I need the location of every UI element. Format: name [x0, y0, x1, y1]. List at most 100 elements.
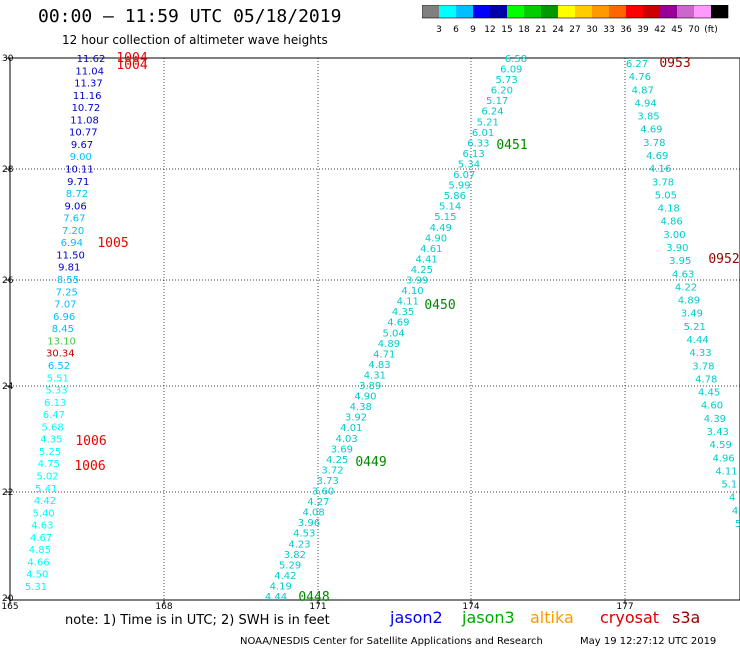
satellite-jason3-label: jason3	[462, 608, 515, 627]
colorbar-label: 70	[688, 25, 700, 35]
swh-value-west-track: 10.77	[69, 128, 98, 139]
swh-value-central-track: 5.17	[486, 96, 508, 107]
swh-value-west-track: 10.72	[72, 103, 101, 114]
swh-value-central-track: 5.99	[448, 181, 470, 192]
swh-value-east-track: 4.16	[649, 164, 671, 175]
colorbar-swatch	[490, 5, 507, 18]
swh-value-east-track: 3.95	[669, 256, 691, 267]
swh-value-east-track: 4	[732, 506, 738, 517]
swh-value-central-track: 4.25	[326, 455, 348, 466]
colorbar-label: 27	[569, 25, 580, 35]
swh-value-west-track: 6.52	[48, 361, 70, 372]
swh-value-central-track: 4.19	[270, 581, 292, 592]
colorbar-label: (ft)	[704, 25, 718, 35]
swh-value-west-track: 4.63	[31, 521, 53, 532]
swh-value-central-track: 6.13	[463, 149, 485, 160]
pass-time-label: 0451	[496, 138, 527, 153]
swh-value-west-track: 8.55	[57, 275, 79, 286]
colorbar-swatch	[524, 5, 541, 18]
swh-value-west-track: 11.37	[74, 79, 103, 90]
longitude-tick-label: 174	[462, 602, 479, 610]
swh-value-west-track: 5.02	[36, 471, 58, 482]
swh-value-central-track: 5.21	[477, 117, 499, 128]
swh-value-central-track: 4.23	[288, 539, 310, 550]
swh-value-east-track: 3.43	[707, 427, 729, 438]
swh-value-central-track: 6.20	[491, 86, 513, 97]
swh-value-west-track: 4.42	[34, 496, 56, 507]
swh-value-central-track: 3.72	[321, 465, 343, 476]
swh-value-east-track: 4.44	[686, 335, 708, 346]
swh-value-east-track: 4.96	[712, 453, 734, 464]
swh-value-west-track: 4.66	[27, 557, 49, 568]
swh-value-central-track: 4.89	[378, 339, 400, 350]
swh-value-east-track: 3.90	[666, 243, 688, 254]
swh-value-west-track: 10.11	[65, 165, 94, 176]
colorbar-label: 45	[671, 25, 682, 35]
colorbar-swatch	[626, 5, 643, 18]
colorbar-swatch	[643, 5, 660, 18]
longitude-tick-label: 168	[155, 602, 172, 610]
satellite-altika-label: altika	[530, 608, 574, 627]
swh-value-central-track: 5.14	[439, 202, 461, 213]
swh-value-central-track: 6.07	[453, 170, 475, 181]
swh-value-central-track: 5.73	[495, 75, 517, 86]
latitude-tick-label: 20	[2, 594, 14, 604]
swh-value-west-track: 4.67	[30, 533, 52, 544]
swh-value-west-track: 4.85	[29, 545, 51, 556]
colorbar-label: 9	[470, 25, 476, 35]
colorbar-swatch	[677, 5, 694, 18]
colorbar-label: 24	[552, 25, 564, 35]
swh-value-west-track: 9.81	[58, 263, 80, 274]
swh-value-west-track: 13.10	[47, 336, 76, 347]
swh-value-west-track: 6.96	[53, 312, 75, 323]
longitude-tick-label: 165	[1, 602, 18, 610]
longitude-tick-label: 177	[616, 602, 633, 610]
swh-value-central-track: 4.25	[411, 265, 433, 276]
swh-value-west-track: 11.16	[73, 91, 102, 102]
latitude-tick-label: 28	[2, 165, 14, 175]
map-frame	[9, 57, 740, 601]
swh-value-east-track: 5.05	[655, 190, 677, 201]
swh-value-west-track: 8.72	[66, 189, 88, 200]
swh-value-east-track: 3.00	[663, 230, 685, 241]
swh-value-east-track: 4.60	[701, 401, 723, 412]
colorbar-swatch	[439, 5, 456, 18]
swh-value-central-track: 5.34	[458, 159, 480, 170]
swh-value-east-track: 4.86	[660, 217, 682, 228]
swh-value-west-track: 6.94	[61, 238, 83, 249]
swh-value-central-track: 4.83	[368, 360, 390, 371]
swh-value-central-track: 4.53	[293, 529, 315, 540]
colorbar-swatch	[711, 5, 728, 18]
colorbar-swatch	[422, 5, 439, 18]
swh-value-west-track: 5.40	[33, 508, 55, 519]
swh-value-central-track: 4.31	[364, 370, 386, 381]
swh-value-west-track: 11.62	[77, 54, 106, 65]
swh-value-west-track: 9.00	[70, 152, 92, 163]
generated-timestamp: May 19 12:27:12 UTC 2019	[580, 636, 717, 647]
swh-value-central-track: 6.33	[467, 138, 489, 149]
swh-value-central-track: 4.42	[274, 571, 296, 582]
swh-value-east-track: 3.78	[652, 177, 674, 188]
colorbar-swatch	[558, 5, 575, 18]
swh-value-west-track: 8.45	[52, 324, 74, 335]
colorbar-swatch	[575, 5, 592, 18]
swh-value-east-track: 4.33	[689, 348, 711, 359]
swh-value-east-track: 4.89	[678, 296, 700, 307]
swh-value-central-track: 3.96	[298, 518, 320, 529]
swh-value-central-track: 4.10	[401, 286, 423, 297]
swh-value-central-track: 5.29	[279, 560, 301, 571]
swh-value-central-track: 4.61	[420, 244, 442, 255]
pass-time-label: 0448	[298, 590, 329, 605]
latitude-tick-label: 22	[2, 488, 13, 498]
colorbar-label: 12	[484, 25, 495, 35]
swh-value-central-track: 4.11	[397, 297, 419, 308]
swh-value-east-track: 4.87	[632, 85, 654, 96]
colorbar-label: 21	[535, 25, 546, 35]
swh-value-east-track: 3.49	[681, 309, 703, 320]
swh-value-central-track: 4.01	[340, 423, 362, 434]
swh-value-east-track: 6.27	[626, 59, 648, 70]
swh-value-west-track: 4.75	[38, 459, 60, 470]
swh-value-central-track: 3.73	[317, 476, 339, 487]
colorbar-swatch	[592, 5, 609, 18]
colorbar-label: 36	[620, 25, 632, 35]
